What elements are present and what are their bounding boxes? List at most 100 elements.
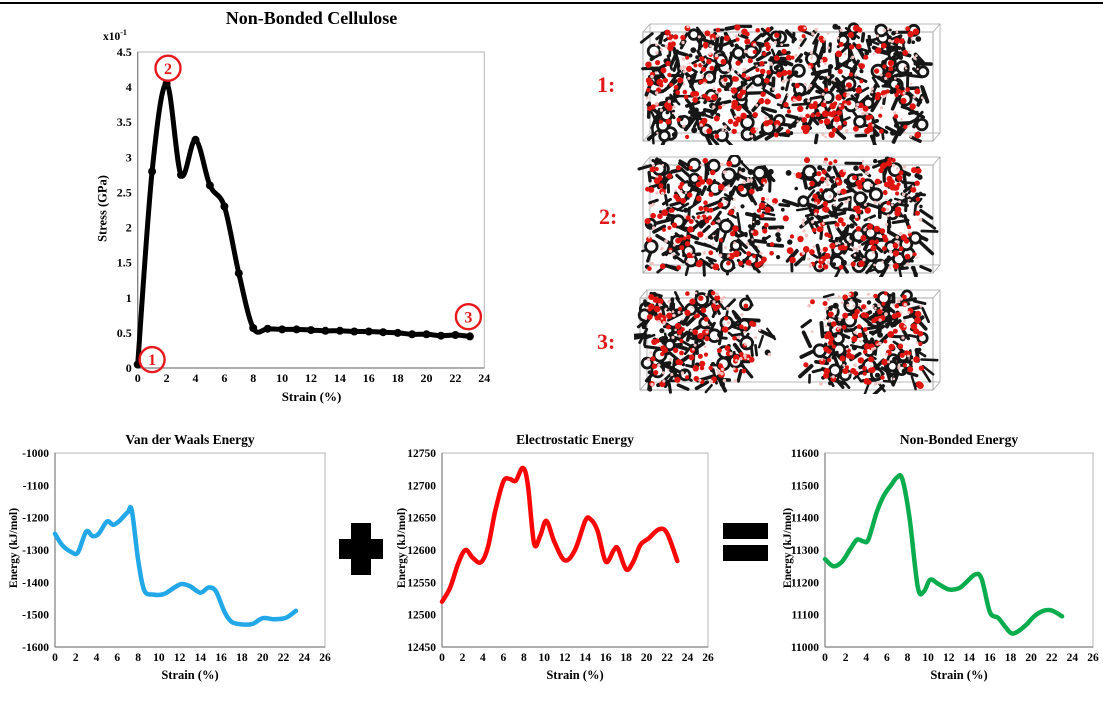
electrostatic-title: Electrostatic Energy [516, 432, 634, 447]
svg-text:-1300: -1300 [22, 545, 49, 557]
van-der-waals-y-axis-label: Energy (kJ/mol) [8, 507, 20, 589]
van-der-waals-title: Van der Waals Energy [125, 432, 255, 447]
svg-text:8: 8 [905, 652, 911, 664]
svg-text:16: 16 [363, 371, 375, 385]
scale-base: x10 [103, 30, 121, 43]
stress-plot-area: 0 2 4 6 8 10 12 14 16 18 20 22 24 0 0.5 1 1.5 2 2.5 3 3.5 4 4.… [85, 5, 535, 425]
svg-text:8: 8 [521, 652, 527, 664]
svg-text:-1400: -1400 [22, 577, 49, 589]
svg-text:0: 0 [126, 361, 132, 375]
svg-text:11400: 11400 [791, 513, 819, 525]
svg-text:20: 20 [1025, 652, 1037, 664]
snapshot-2-image [637, 153, 941, 285]
svg-text:2: 2 [126, 221, 132, 235]
svg-text:-1500: -1500 [22, 610, 49, 622]
svg-text:4: 4 [480, 652, 486, 664]
svg-text:10: 10 [153, 652, 165, 664]
svg-text:11100: 11100 [792, 610, 820, 622]
stress-x-axis-label: Strain (%) [281, 389, 342, 404]
svg-text:10: 10 [539, 652, 551, 664]
electrostatic-x-axis-label: Strain (%) [546, 668, 604, 682]
non-bonded-plot-area: 0 2 4 6 8 10 12 14 16 18 20 22 24 26 11000 11100 11200 11… [780, 432, 1103, 699]
non-bonded-energy-title: Non-Bonded Energy [899, 432, 1019, 447]
svg-text:18: 18 [236, 652, 248, 664]
svg-text:22: 22 [278, 652, 290, 664]
equals-icon [723, 523, 768, 561]
van-der-waals-plot-area: 0 2 4 6 8 10 12 14 16 18 20 22 24 26 -1000 -1100 -1200 -1… [8, 432, 338, 699]
non-bonded-x-axis-label: Strain (%) [930, 668, 988, 682]
scale-exponent: -1 [120, 28, 127, 37]
svg-text:12450: 12450 [407, 642, 436, 654]
svg-text:3: 3 [126, 150, 132, 164]
electrostatic-y-axis-label: Energy (kJ/mol) [396, 507, 408, 589]
svg-text:4: 4 [126, 80, 132, 94]
svg-text:24: 24 [682, 652, 694, 664]
svg-text:8: 8 [250, 371, 256, 385]
svg-text:0: 0 [822, 652, 828, 664]
svg-text:22: 22 [1046, 652, 1058, 664]
svg-text:11600: 11600 [791, 448, 819, 460]
svg-text:1: 1 [126, 291, 132, 305]
svg-text:11500: 11500 [791, 480, 819, 492]
svg-text:1.5: 1.5 [117, 256, 132, 270]
svg-text:14: 14 [334, 371, 346, 385]
svg-text:6: 6 [221, 371, 227, 385]
svg-text:16: 16 [600, 652, 612, 664]
svg-text:24: 24 [478, 371, 490, 385]
svg-text:20: 20 [641, 652, 653, 664]
svg-text:22: 22 [449, 371, 461, 385]
svg-text:-1000: -1000 [22, 448, 49, 460]
svg-text:14: 14 [964, 652, 976, 664]
svg-text:2.5: 2.5 [117, 185, 132, 199]
svg-text:0: 0 [135, 371, 141, 385]
svg-text:12: 12 [305, 371, 317, 385]
svg-text:-1200: -1200 [22, 513, 49, 525]
svg-text:12700: 12700 [407, 480, 436, 492]
svg-text:10: 10 [922, 652, 934, 664]
svg-text:2: 2 [460, 652, 466, 664]
svg-text:11300: 11300 [791, 545, 819, 557]
svg-text:8: 8 [135, 652, 141, 664]
snapshot-1-label: 1: [597, 72, 616, 97]
svg-text:6: 6 [114, 652, 120, 664]
svg-text:26: 26 [319, 652, 331, 664]
svg-text:2: 2 [164, 61, 172, 78]
svg-text:16: 16 [984, 652, 996, 664]
svg-text:4.5: 4.5 [117, 45, 132, 59]
svg-text:12600: 12600 [407, 545, 436, 557]
van-der-waals-chart: 0 2 4 6 8 10 12 14 16 18 20 22 24 26 -1000 -1100 -1200 -1… [8, 432, 338, 694]
svg-text:6: 6 [884, 652, 890, 664]
svg-text:24: 24 [298, 652, 310, 664]
svg-text:3.5: 3.5 [117, 115, 132, 129]
svg-text:14: 14 [579, 652, 591, 664]
stress-chart-title: Non-Bonded Cellulose [225, 8, 398, 28]
stress-y-axis-label: Stress (GPa) [95, 175, 110, 242]
svg-text:11000: 11000 [791, 642, 819, 654]
svg-text:2: 2 [73, 652, 79, 664]
svg-text:0: 0 [439, 652, 445, 664]
svg-text:26: 26 [1087, 652, 1099, 664]
svg-text:0.5: 0.5 [117, 326, 132, 340]
svg-text:12: 12 [174, 652, 186, 664]
snapshot-3-label: 3: [597, 329, 616, 354]
van-der-waals-x-axis-label: Strain (%) [161, 668, 219, 682]
svg-text:2: 2 [843, 652, 849, 664]
svg-text:-1600: -1600 [22, 642, 49, 654]
svg-text:14: 14 [195, 652, 207, 664]
svg-text:20: 20 [421, 371, 433, 385]
svg-text:-1100: -1100 [23, 480, 49, 492]
top-divider [0, 2, 1103, 4]
svg-text:26: 26 [702, 652, 714, 664]
svg-text:11200: 11200 [791, 577, 819, 589]
svg-text:16: 16 [215, 652, 227, 664]
svg-text:20: 20 [257, 652, 269, 664]
plus-icon [339, 523, 383, 575]
stress-y-axis-scale-note: x10-1 [103, 28, 127, 43]
svg-text:0: 0 [52, 652, 58, 664]
svg-text:18: 18 [1005, 652, 1017, 664]
svg-text:4: 4 [192, 371, 198, 385]
non-bonded-energy-chart: 0 2 4 6 8 10 12 14 16 18 20 22 24 26 11000 11100 11200 11… [780, 432, 1103, 694]
svg-text:12550: 12550 [407, 577, 436, 589]
snapshot-2-label: 2: [599, 204, 618, 229]
